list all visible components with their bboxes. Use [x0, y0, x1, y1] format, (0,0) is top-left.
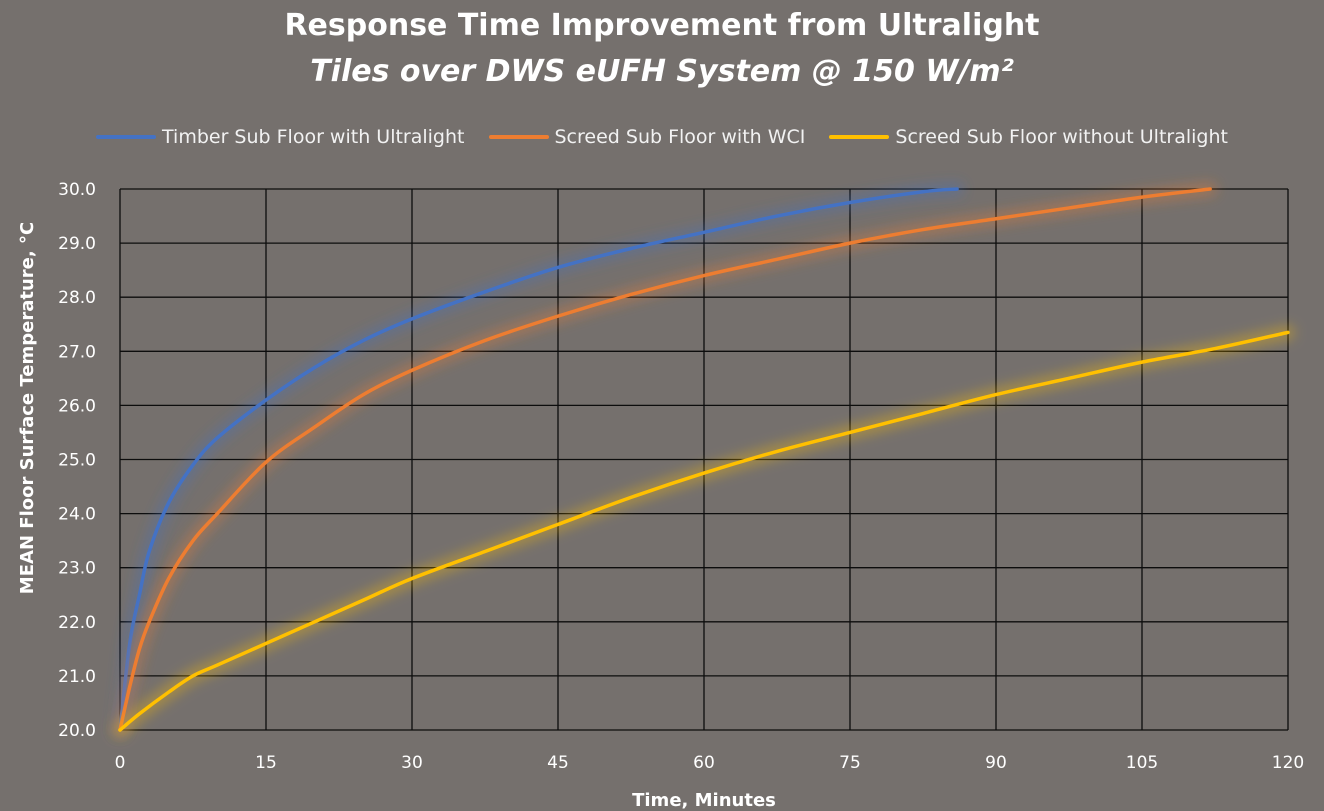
- x-tick-label: 105: [1126, 753, 1158, 773]
- legend-item-timber: Timber Sub Floor with Ultralight: [96, 126, 465, 148]
- y-tick-label: 27.0: [58, 342, 96, 362]
- y-tick-label: 21.0: [58, 667, 96, 687]
- x-tick-label: 0: [115, 753, 126, 773]
- series-line-screed-wci: [118, 187, 1212, 732]
- y-tick-label: 30.0: [58, 180, 96, 200]
- series-group: [113, 182, 1295, 737]
- x-tick-label: 15: [255, 753, 277, 773]
- x-tick-label: 120: [1272, 753, 1304, 773]
- y-tick-label: 20.0: [58, 721, 96, 741]
- legend-item-screed-wci: Screed Sub Floor with WCI: [488, 126, 806, 148]
- y-tick-label: 28.0: [58, 288, 96, 308]
- x-tick-label: 30: [401, 753, 423, 773]
- legend: Timber Sub Floor with Ultralight Screed …: [0, 124, 1324, 150]
- legend-label-timber: Timber Sub Floor with Ultralight: [162, 126, 465, 148]
- chart-title: Response Time Improvement from Ultraligh…: [284, 8, 1040, 43]
- y-tick-label: 22.0: [58, 613, 96, 633]
- legend-label-screed-wci: Screed Sub Floor with WCI: [554, 126, 806, 148]
- legend-swatch-screed-wci: [488, 135, 549, 139]
- legend-swatch-timber: [96, 135, 157, 139]
- x-axis-title: Time, Minutes: [632, 790, 776, 811]
- x-tick-label: 60: [693, 753, 715, 773]
- y-tick-label: 26.0: [58, 396, 96, 416]
- y-tick-label: 25.0: [58, 451, 96, 471]
- y-tick-label: 24.0: [58, 505, 96, 525]
- x-tick-label: 90: [985, 753, 1007, 773]
- legend-label-screed-no-ultralight: Screed Sub Floor without Ultralight: [895, 126, 1228, 148]
- chart-subtitle: Tiles over DWS eUFH System @ 150 W/m²: [310, 54, 1014, 89]
- series-line-timber: [118, 187, 959, 732]
- legend-item-screed-no-ultralight: Screed Sub Floor without Ultralight: [829, 126, 1228, 148]
- x-tick-label: 45: [547, 753, 569, 773]
- y-tick-label: 29.0: [58, 234, 96, 254]
- y-axis-title: MEAN Floor Surface Temperature, °C: [17, 222, 38, 594]
- tick-labels: 20.0 21.0 22.0 23.0 24.0 25.0 26.0 27.0 28.0 29.0…: [58, 180, 1304, 773]
- x-tick-label: 75: [839, 753, 861, 773]
- y-tick-label: 23.0: [58, 559, 96, 579]
- legend-swatch-screed-no-ultralight: [829, 135, 890, 139]
- series-line-screed-no-ultralight: [118, 330, 1290, 732]
